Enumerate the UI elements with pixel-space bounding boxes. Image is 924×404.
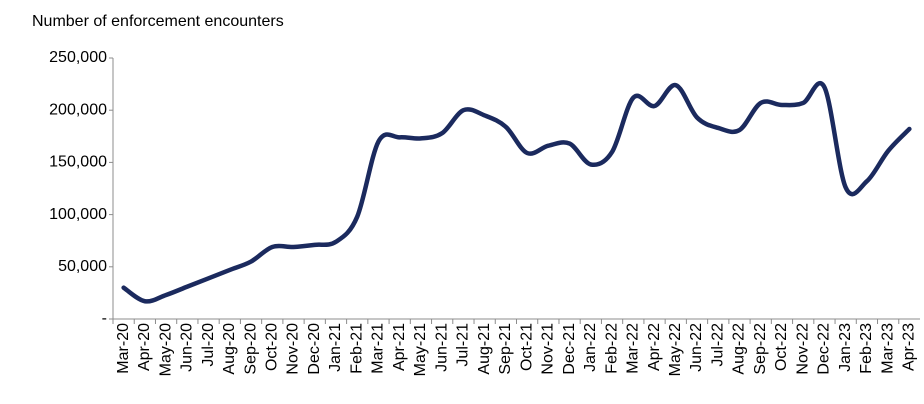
x-tick-label: Mar-23 — [879, 323, 896, 374]
x-tick-label: Sep-22 — [752, 323, 769, 375]
y-tick-label: 250,000 — [49, 49, 107, 66]
x-tick-label: Sep-20 — [242, 323, 259, 375]
x-tick-label: Nov-21 — [540, 323, 557, 375]
x-tick-label: Dec-21 — [561, 323, 578, 375]
x-tick-label: Apr-21 — [391, 323, 408, 371]
x-tick-label: Aug-22 — [731, 323, 748, 375]
x-tick-label: Dec-20 — [306, 323, 323, 375]
y-tick-label: 100,000 — [49, 206, 107, 223]
x-tick-label: Feb-23 — [858, 323, 875, 374]
x-tick-label: Jun-22 — [688, 323, 705, 372]
x-tick-label: Apr-23 — [901, 323, 918, 371]
x-tick-label: Oct-20 — [263, 323, 280, 371]
x-tick-label: Mar-21 — [370, 323, 387, 374]
x-tick-label: Jan-21 — [327, 323, 344, 372]
x-tick-label: Nov-22 — [794, 323, 811, 375]
y-tick-label: 200,000 — [49, 101, 107, 118]
x-tick-label: Jan-22 — [582, 323, 599, 372]
x-tick-label: Aug-20 — [221, 323, 238, 375]
x-tick-label: Jan-23 — [837, 323, 854, 372]
x-tick-label: Apr-20 — [136, 323, 153, 371]
x-tick-label: Mar-20 — [115, 323, 132, 374]
x-tick-label: May-21 — [412, 323, 429, 376]
y-tick-label: - — [102, 310, 107, 327]
x-tick-label: Apr-22 — [646, 323, 663, 371]
x-tick-label: Dec-22 — [816, 323, 833, 375]
y-axis-title: Number of enforcement encounters — [32, 13, 284, 30]
x-tick-label: Feb-22 — [603, 323, 620, 374]
y-tick-label: 150,000 — [49, 154, 107, 171]
x-tick-label: Mar-22 — [625, 323, 642, 374]
x-tick-label: May-22 — [667, 323, 684, 376]
x-tick-label: Sep-21 — [497, 323, 514, 375]
x-tick-label: Jul-20 — [200, 323, 217, 367]
x-tick-label: Jul-22 — [709, 323, 726, 367]
line-series — [121, 81, 912, 304]
x-tick-label: Jun-20 — [179, 323, 196, 372]
x-tick-label: Nov-20 — [285, 323, 302, 375]
x-tick-label: Oct-21 — [518, 323, 535, 371]
x-tick-label: Jul-21 — [455, 323, 472, 367]
y-tick-label: 50,000 — [58, 258, 107, 275]
x-tick-label: May-20 — [157, 323, 174, 376]
x-tick-label: Jun-21 — [433, 323, 450, 372]
x-tick-label: Oct-22 — [773, 323, 790, 371]
x-tick-label: Feb-21 — [348, 323, 365, 374]
x-tick-label: Aug-21 — [476, 323, 493, 375]
